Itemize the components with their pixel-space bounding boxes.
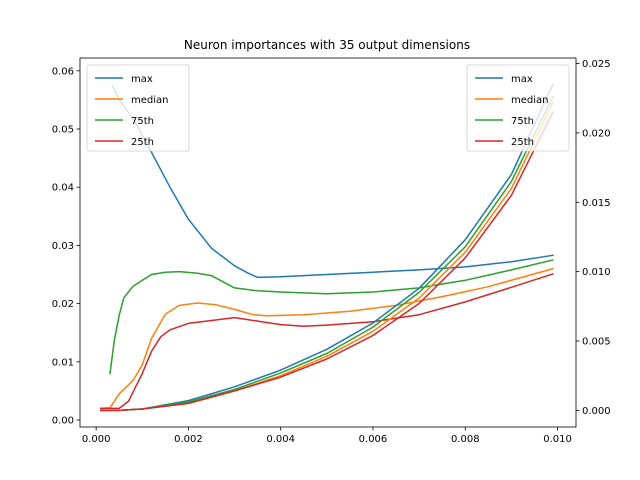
y-left-tick-label: 0.02 bbox=[52, 299, 74, 310]
y-left-tick-label: 0.00 bbox=[52, 416, 74, 427]
legend-label-25th: 25th bbox=[131, 137, 154, 148]
series-line-left-25th bbox=[100, 272, 554, 410]
x-tick-label: 0.006 bbox=[359, 434, 388, 445]
y-axis-right: 0.000 0.005 0.010 0.015 0.020 0.025 bbox=[576, 59, 611, 417]
y-right-tick-label: 0.000 bbox=[582, 406, 611, 417]
x-tick-label: 0.004 bbox=[266, 434, 295, 445]
legend-label-75th: 75th bbox=[131, 116, 154, 127]
y-right-tick-label: 0.025 bbox=[582, 59, 611, 70]
x-tick-label: 0.002 bbox=[174, 434, 203, 445]
y-right-tick-label: 0.010 bbox=[582, 267, 611, 278]
legend-label-max: max bbox=[131, 74, 153, 85]
y-left-tick-label: 0.01 bbox=[52, 357, 74, 368]
legend-label-25th: 25th bbox=[511, 137, 534, 148]
legend-label-max: max bbox=[511, 74, 533, 85]
y-left-tick-label: 0.04 bbox=[52, 183, 74, 194]
legend-label-median: median bbox=[511, 95, 549, 106]
plot-frame bbox=[79, 57, 577, 428]
legend-box bbox=[466, 64, 570, 152]
y-right-tick-label: 0.020 bbox=[582, 128, 611, 139]
series-line-right-25th bbox=[100, 111, 554, 412]
x-tick-label: 0.000 bbox=[82, 434, 111, 445]
legend-label-median: median bbox=[131, 95, 169, 106]
y-left-tick-label: 0.06 bbox=[52, 66, 74, 77]
y-left-tick-label: 0.03 bbox=[52, 241, 74, 252]
series-line-left-75th bbox=[109, 259, 554, 375]
y-axis-left: 0.00 0.01 0.02 0.03 0.04 0.05 0.06 bbox=[52, 66, 80, 427]
legend-left: max median 75th 25th bbox=[86, 64, 190, 152]
x-tick-label: 0.010 bbox=[543, 434, 572, 445]
y-left-tick-label: 0.05 bbox=[52, 125, 74, 136]
legend-right: max median 75th 25th bbox=[466, 64, 570, 152]
y-right-tick-label: 0.005 bbox=[582, 336, 611, 347]
x-tick-label: 0.008 bbox=[451, 434, 480, 445]
chart-title: Neuron importances with 35 output dimens… bbox=[184, 38, 470, 52]
legend-label-75th: 75th bbox=[511, 116, 534, 127]
y-right-tick-label: 0.015 bbox=[582, 198, 611, 209]
legend-box bbox=[86, 64, 190, 152]
x-axis: 0.000 0.002 0.004 0.006 0.008 0.010 bbox=[82, 427, 572, 445]
